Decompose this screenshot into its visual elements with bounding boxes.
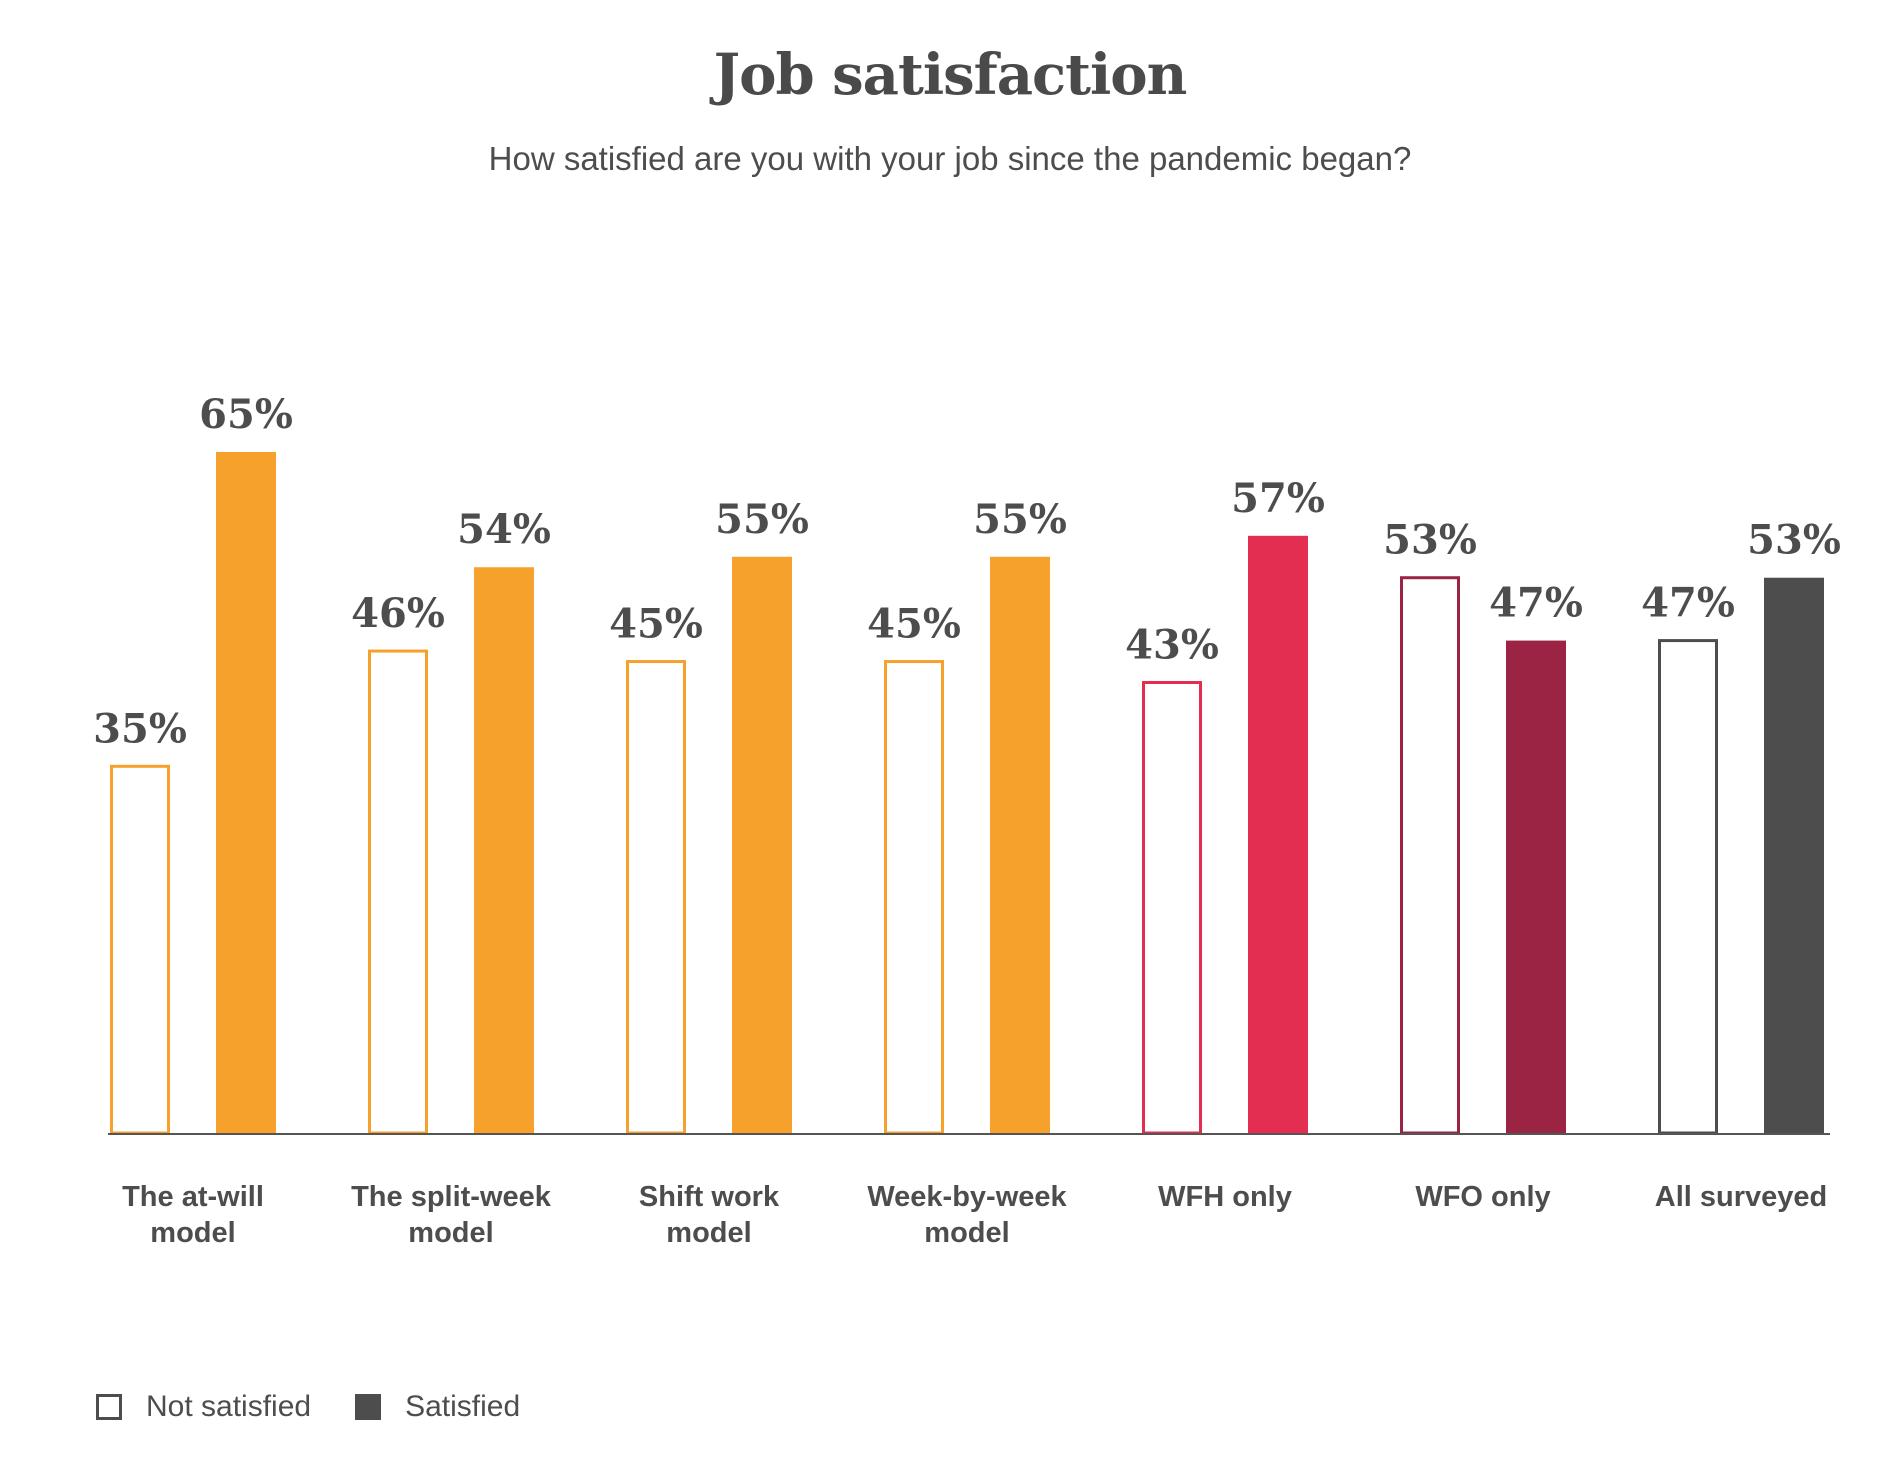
bar-not-satisfied — [110, 764, 170, 1135]
value-label-not-satisfied: 45% — [867, 601, 961, 648]
category-label: model — [666, 1217, 751, 1249]
legend: Not satisfied Satisfied — [96, 1390, 564, 1424]
legend-label-satisfied: Satisfied — [405, 1390, 521, 1423]
legend-label-not-satisfied: Not satisfied — [146, 1390, 312, 1423]
value-label-satisfied: 55% — [973, 496, 1067, 543]
value-label-satisfied: 55% — [715, 496, 809, 543]
category-label: The split-week — [351, 1181, 552, 1213]
bar-not-satisfied — [1400, 576, 1460, 1135]
bar-not-satisfied — [626, 660, 686, 1135]
category-label: model — [408, 1217, 493, 1249]
bar-not-satisfied — [1142, 680, 1202, 1135]
value-label-not-satisfied: 46% — [351, 590, 445, 637]
value-label-satisfied: 65% — [199, 391, 293, 438]
legend-outline-swatch — [96, 1394, 122, 1420]
category-label: Shift work — [639, 1181, 780, 1213]
value-label-satisfied: 57% — [1231, 475, 1325, 522]
value-label-satisfied: 47% — [1489, 580, 1583, 627]
bar-satisfied — [1506, 640, 1566, 1133]
legend-item-satisfied: Satisfied — [355, 1390, 520, 1424]
chart-subtitle: How satisfied are you with your job sinc… — [488, 140, 1412, 177]
category-label: model — [924, 1217, 1009, 1249]
category-label: Week-by-week — [867, 1181, 1067, 1213]
value-label-not-satisfied: 47% — [1641, 580, 1735, 627]
category-label: model — [150, 1217, 235, 1249]
value-label-not-satisfied: 45% — [609, 601, 703, 648]
bar-satisfied — [216, 452, 276, 1133]
bar-satisfied — [990, 556, 1050, 1133]
chart-title: Job satisfaction — [713, 42, 1188, 108]
bar-satisfied — [1764, 577, 1824, 1133]
bar-satisfied — [474, 567, 534, 1133]
category-label: All surveyed — [1655, 1181, 1827, 1213]
value-label-satisfied: 54% — [457, 506, 551, 553]
legend-item-not-satisfied: Not satisfied — [96, 1390, 311, 1424]
bar-satisfied — [1248, 535, 1308, 1133]
bar-not-satisfied — [1658, 639, 1718, 1135]
bar-satisfied — [732, 556, 792, 1133]
category-label: The at-will — [122, 1181, 264, 1213]
category-label: WFO only — [1415, 1181, 1550, 1213]
legend-filled-swatch — [355, 1394, 382, 1420]
value-label-not-satisfied: 35% — [93, 705, 187, 752]
bar-not-satisfied — [368, 649, 428, 1135]
value-label-not-satisfied: 53% — [1383, 517, 1477, 564]
bar-not-satisfied — [884, 660, 944, 1135]
category-label: WFH only — [1158, 1181, 1292, 1213]
value-label-satisfied: 53% — [1747, 517, 1841, 564]
value-label-not-satisfied: 43% — [1125, 621, 1219, 668]
bar-chart: 35% 65% The at-will model 46% 54% The split-we… — [93, 391, 1841, 1249]
